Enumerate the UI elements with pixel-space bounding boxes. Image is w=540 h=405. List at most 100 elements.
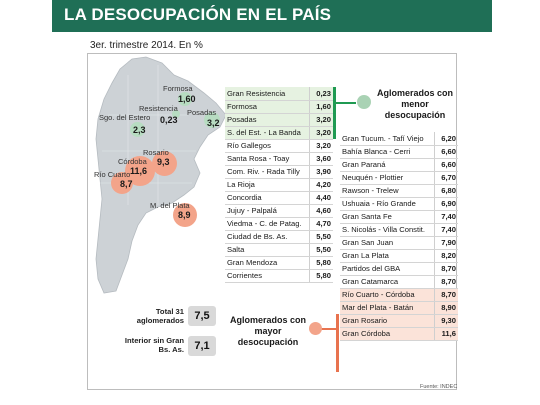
row-name: Com. Riv. - Rada Tilly xyxy=(225,165,309,179)
row-name: S. del Est. - La Banda xyxy=(225,126,309,140)
row-name: Neuquén - Plottier xyxy=(340,171,434,185)
high-legend-dot xyxy=(309,322,322,335)
table-row: Ciudad de Bs. As. 5,50 xyxy=(225,230,333,244)
right-table: Gran Tucum. - Tafí Viejo 6,20 Bahía Blanca… xyxy=(340,132,458,341)
row-value: 5,50 xyxy=(308,230,333,244)
map-label: M. del Plata xyxy=(150,201,190,210)
row-name: Río Gallegos xyxy=(225,139,309,153)
map-value: 8,7 xyxy=(120,179,133,189)
table-row: Gran Córdoba 11,6 xyxy=(340,327,458,341)
row-name: Jujuy - Palpalá xyxy=(225,204,309,218)
map-label: Posadas xyxy=(187,108,217,117)
row-value: 6,80 xyxy=(433,184,458,198)
table-row: Río Gallegos 3,20 xyxy=(225,139,333,153)
table-row: Jujuy - Palpalá 4,60 xyxy=(225,204,333,218)
marker-posadas xyxy=(204,112,220,128)
row-name: Gran Catamarca xyxy=(340,275,434,289)
row-name: Mar del Plata - Batán xyxy=(340,301,434,315)
row-value: 0,23 xyxy=(308,87,333,101)
row-value: 6,60 xyxy=(433,145,458,159)
map-label: Sgo. del Estero xyxy=(99,113,151,122)
table-row: Ushuaia - Río Grande 6,90 xyxy=(340,197,458,211)
row-value: 7,90 xyxy=(433,236,458,250)
table-row: Posadas 3,20 xyxy=(225,113,333,127)
total-label: Total 31 aglomerados xyxy=(136,307,184,325)
row-name: Bahía Blanca - Cerri xyxy=(340,145,434,159)
map-label: Rosario xyxy=(143,148,169,157)
map-value: 0,23 xyxy=(160,115,178,125)
row-value: 6,70 xyxy=(433,171,458,185)
row-name: Gran Santa Fe xyxy=(340,210,434,224)
low-group-bar xyxy=(333,87,336,139)
map-value: 11,6 xyxy=(130,166,148,176)
table-row: Salta 5,50 xyxy=(225,243,333,257)
table-row: Com. Riv. - Rada Tilly 3,90 xyxy=(225,165,333,179)
map-label: Resistencia xyxy=(139,104,178,113)
table-row: S. del Est. - La Banda 3,20 xyxy=(225,126,333,140)
row-value: 4,20 xyxy=(308,178,333,192)
row-value: 5,50 xyxy=(308,243,333,257)
table-row: Gran San Juan 7,90 xyxy=(340,236,458,250)
row-name: Gran Tucum. - Tafí Viejo xyxy=(340,132,434,146)
table-row: Partidos del GBA 8,70 xyxy=(340,262,458,276)
marker-rio-cuarto xyxy=(111,172,133,194)
interior-value: 7,1 xyxy=(188,336,216,356)
row-value: 8,70 xyxy=(433,262,458,276)
map-label: Córdoba xyxy=(118,157,147,166)
table-row: Mar del Plata - Batán 8,90 xyxy=(340,301,458,315)
table-row: Río Cuarto - Córdoba 8,70 xyxy=(340,288,458,302)
row-name: Gran San Juan xyxy=(340,236,434,250)
row-value: 4,40 xyxy=(308,191,333,205)
row-value: 4,60 xyxy=(308,204,333,218)
row-value: 7,40 xyxy=(433,210,458,224)
row-value: 1,60 xyxy=(308,100,333,114)
marker-formosa xyxy=(178,92,192,106)
table-row: Corrientes 5,80 xyxy=(225,269,333,283)
table-row: Concordia 4,40 xyxy=(225,191,333,205)
row-name: La Rioja xyxy=(225,178,309,192)
row-value: 8,90 xyxy=(433,301,458,315)
high-connector xyxy=(321,328,336,330)
row-value: 6,60 xyxy=(433,158,458,172)
table-row: Gran Tucum. - Tafí Viejo 6,20 xyxy=(340,132,458,146)
row-value: 11,6 xyxy=(433,327,458,341)
table-row: Gran Santa Fe 7,40 xyxy=(340,210,458,224)
row-value: 8,70 xyxy=(433,288,458,302)
table-row: Gran Paraná 6,60 xyxy=(340,158,458,172)
row-name: Salta xyxy=(225,243,309,257)
marker-mar-del-plata xyxy=(173,203,197,227)
table-row: Formosa 1,60 xyxy=(225,100,333,114)
map-value: 2,3 xyxy=(133,125,146,135)
marker-sgo-estero xyxy=(130,122,145,137)
table-row: Gran La Plata 8,20 xyxy=(340,249,458,263)
row-name: Gran Paraná xyxy=(340,158,434,172)
table-row: Bahía Blanca - Cerri 6,60 xyxy=(340,145,458,159)
row-name: Gran La Plata xyxy=(340,249,434,263)
row-name: Santa Rosa - Toay xyxy=(225,152,309,166)
row-value: 6,90 xyxy=(433,197,458,211)
marker-resistencia xyxy=(172,110,180,118)
low-legend-dot xyxy=(357,95,371,109)
row-name: Ciudad de Bs. As. xyxy=(225,230,309,244)
table-row: Gran Resistencia 0,23 xyxy=(225,87,333,101)
row-name: Gran Resistencia xyxy=(225,87,309,101)
row-value: 3,20 xyxy=(308,139,333,153)
row-value: 3,20 xyxy=(308,113,333,127)
row-value: 5,80 xyxy=(308,269,333,283)
row-value: 4,70 xyxy=(308,217,333,231)
row-name: Rawson - Trelew xyxy=(340,184,434,198)
row-value: 7,40 xyxy=(433,223,458,237)
row-value: 3,60 xyxy=(308,152,333,166)
row-name: Partidos del GBA xyxy=(340,262,434,276)
row-value: 5,80 xyxy=(308,256,333,270)
table-row: Neuquén - Plottier 6,70 xyxy=(340,171,458,185)
source-note: Fuente: INDEC xyxy=(420,384,458,390)
row-value: 6,20 xyxy=(433,132,458,146)
table-row: S. Nicolás - Villa Constit. 7,40 xyxy=(340,223,458,237)
map-label: Río Cuarto xyxy=(94,170,131,179)
high-group-bar xyxy=(336,314,339,372)
row-name: Gran Rosario xyxy=(340,314,434,328)
row-name: Viedma - C. de Patag. xyxy=(225,217,309,231)
row-name: Concordia xyxy=(225,191,309,205)
row-name: Posadas xyxy=(225,113,309,127)
